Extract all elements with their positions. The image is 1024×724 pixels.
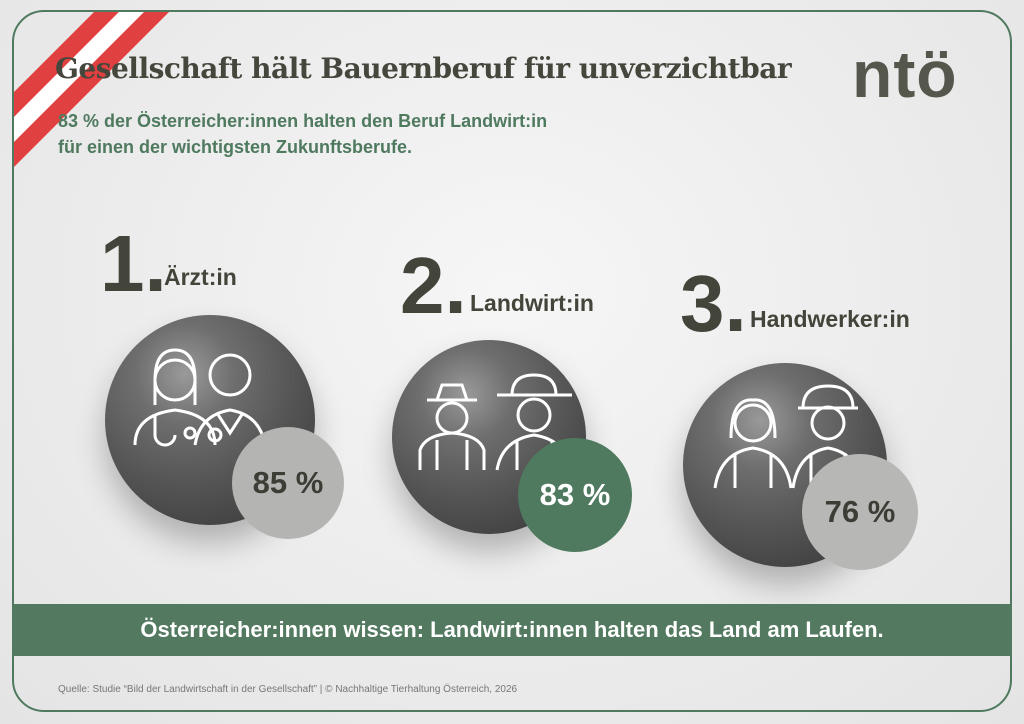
rank-3-percent-badge: 76 % bbox=[802, 454, 918, 570]
austria-flag-corner bbox=[14, 12, 169, 167]
rank-2-number: 2. bbox=[400, 241, 467, 330]
rank-1-label: Ärzt:in bbox=[164, 264, 237, 290]
rank-2-label: Landwirt:in bbox=[470, 290, 594, 316]
nto-logo: ntö bbox=[852, 37, 958, 111]
rank-1-number: 1. bbox=[100, 219, 167, 308]
frame bbox=[12, 10, 1012, 712]
rank-2-percent-badge: 83 % bbox=[518, 438, 632, 552]
rank-3-label: Handwerker:in bbox=[750, 306, 910, 332]
rank-1-percent-badge: 85 % bbox=[232, 427, 344, 539]
headline: Gesellschaft hält Bauernberuf für unverz… bbox=[55, 52, 792, 85]
subtitle-line-1: 83 % der Österreicher:innen halten den B… bbox=[58, 111, 548, 131]
rank-3-number: 3. bbox=[680, 259, 747, 348]
doctors-icon bbox=[133, 348, 267, 447]
key-message-banner: Österreicher:innen wissen: Landwirt:inne… bbox=[12, 604, 1012, 656]
source-footer: Quelle: Studie “Bild der Landwirtschaft … bbox=[58, 684, 518, 695]
subtitle: 83 % der Österreicher:innen halten den B… bbox=[58, 108, 547, 160]
subtitle-line-2: für einen der wichtigsten Zukunftsberufe… bbox=[58, 137, 413, 157]
